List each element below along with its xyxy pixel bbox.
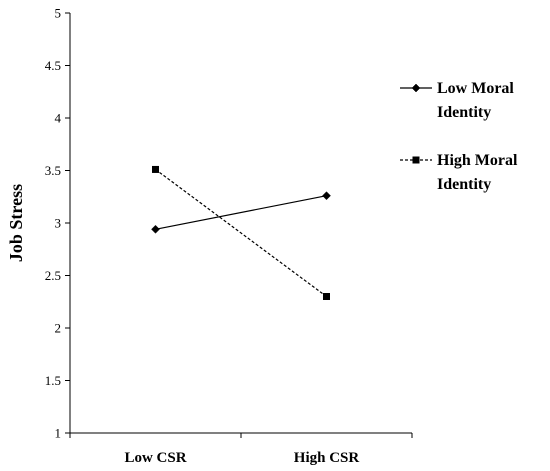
data-point: [322, 191, 331, 201]
legend-label: Identity: [437, 176, 491, 193]
series-layer: [151, 165, 331, 300]
legend: Low Moral Identity High Moral Identity: [400, 80, 518, 193]
y-tick-label: 4.5: [45, 58, 61, 73]
y-axis-title: Job Stress: [6, 184, 26, 262]
legend-label: Identity: [437, 104, 491, 121]
y-tick-label: 1: [55, 426, 62, 441]
y-tick-label: 3.5: [45, 163, 61, 178]
y-tick-label: 2.5: [45, 268, 61, 283]
y-tick-label: 1.5: [45, 373, 61, 388]
series-group: [151, 191, 331, 234]
y-tick-label: 2: [55, 321, 62, 336]
legend-marker: [411, 83, 421, 93]
series-line: [155, 168, 327, 297]
legend-item: Low Moral Identity: [400, 80, 514, 121]
series-line: [155, 195, 327, 230]
x-category-label: Low CSR: [124, 450, 186, 466]
x-axis: Low CSR High CSR: [69, 432, 413, 466]
legend-label: High Moral: [437, 152, 518, 169]
y-tick-label: 4: [55, 111, 62, 126]
legend-marker: [412, 156, 420, 164]
data-point: [323, 293, 330, 300]
x-category-label: High CSR: [294, 450, 360, 466]
series-group: [152, 165, 330, 300]
legend-item: High Moral Identity: [400, 152, 518, 193]
data-point: [151, 224, 160, 234]
data-point: [152, 165, 159, 173]
y-tick-label: 5: [55, 6, 62, 21]
legend-label: Low Moral: [437, 80, 514, 97]
y-axis: 1 1.5 2 2.5 3 3.5 4 4.5 5: [45, 6, 71, 441]
y-tick-label: 3: [55, 216, 62, 231]
